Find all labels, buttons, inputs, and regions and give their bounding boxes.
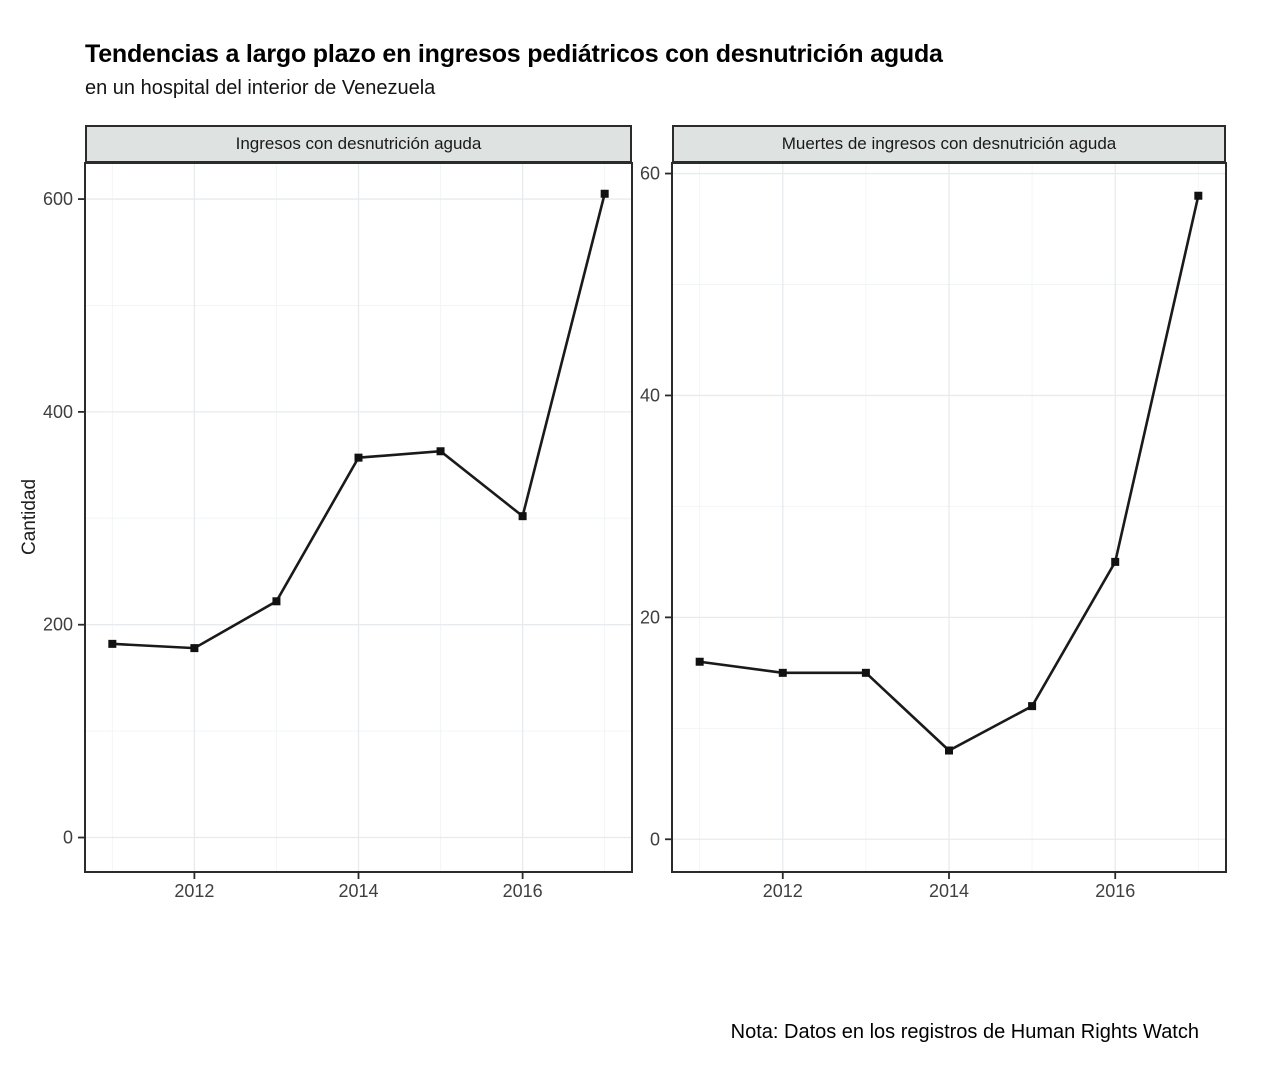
y-tick-label: 200 [43,615,73,635]
data-point-marker [518,512,527,521]
facet-strip-ingresos: Ingresos con desnutrición aguda [85,125,632,163]
y-tick-label: 60 [640,164,660,184]
data-point-marker [190,644,199,653]
chart-title: Tendencias a largo plazo en ingresos ped… [85,40,943,68]
data-point-marker [1194,191,1203,200]
data-point-marker [600,189,609,198]
y-tick-label: 400 [43,402,73,422]
data-point-marker [436,447,445,456]
x-tick-label: 2014 [929,881,969,901]
y-tick-label: 600 [43,189,73,209]
data-point-marker [354,453,363,462]
facet-strip-muertes: Muertes de ingresos con desnutrición agu… [672,125,1226,163]
data-point-marker [108,639,117,648]
x-tick-label: 2014 [338,881,378,901]
facet-strip-ingresos-label: Ingresos con desnutrición aguda [235,134,482,153]
y-tick-label: 20 [640,607,660,627]
y-axis-title: Cantidad [19,478,40,556]
x-tick-label: 2016 [1095,881,1135,901]
source-note: Nota: Datos en los registros de Human Ri… [730,1021,1199,1043]
chart-subtitle: en un hospital del interior de Venezuela [85,77,436,99]
data-point-marker [778,668,787,677]
data-point-marker [1111,557,1120,566]
data-point-marker [272,597,281,606]
x-tick-label: 2016 [503,881,543,901]
data-point-marker [695,657,704,666]
facet-strip-muertes-label: Muertes de ingresos con desnutrición agu… [781,134,1117,153]
data-point-marker [945,746,953,755]
x-tick-label: 2012 [174,881,214,901]
data-point-marker [1028,702,1037,711]
y-tick-label: 0 [650,829,660,849]
y-tick-label: 40 [640,385,660,405]
data-point-marker [861,668,870,677]
y-tick-label: 0 [63,828,73,848]
x-tick-label: 2012 [763,881,803,901]
